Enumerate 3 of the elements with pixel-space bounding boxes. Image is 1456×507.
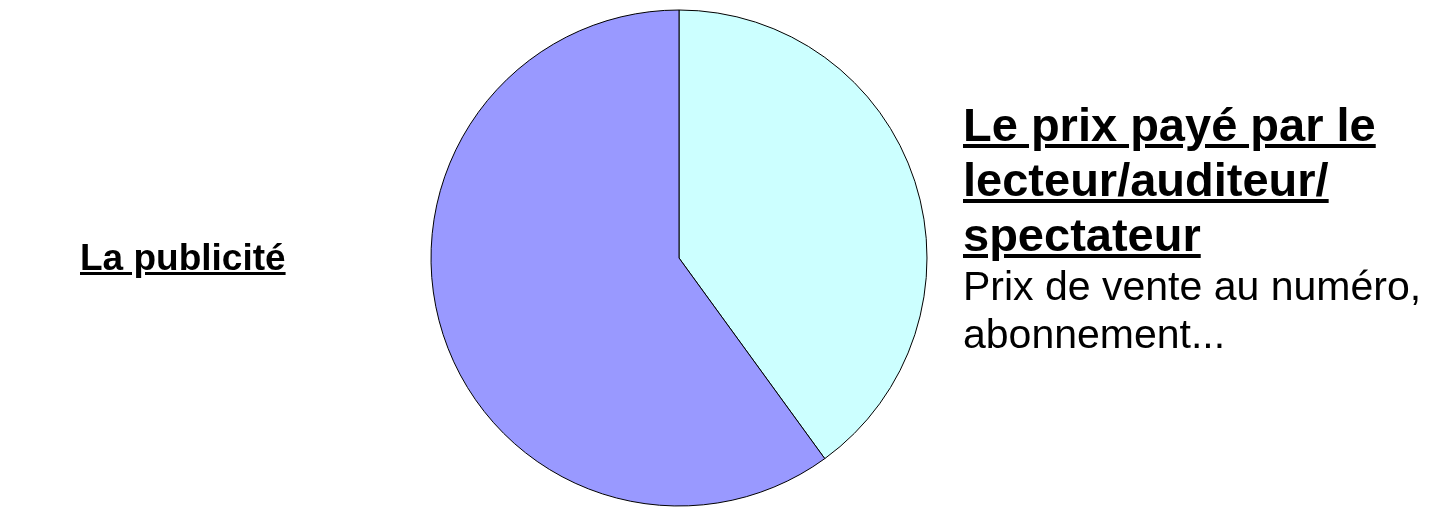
slice-label: Le prix payé par le lecteur/auditeur/ spectateur xyxy=(963,97,1377,262)
text: Prix de vente au numéro, abonnement... xyxy=(963,262,1423,358)
slice-label: La publicité xyxy=(80,236,287,280)
